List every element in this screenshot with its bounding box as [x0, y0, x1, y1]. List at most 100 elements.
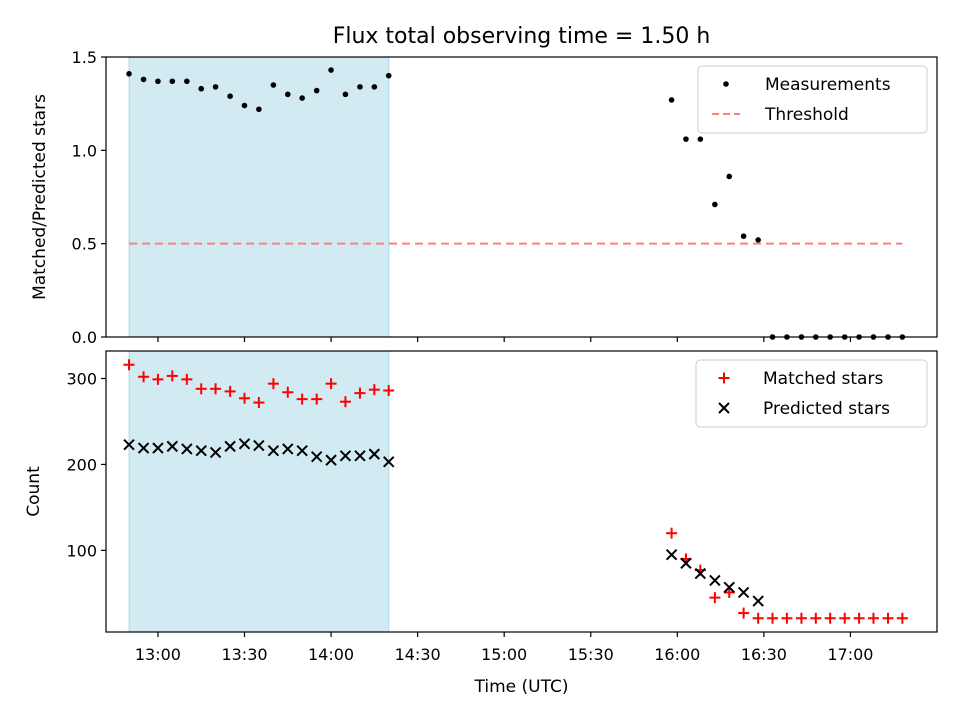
x-stroke-b — [181, 443, 193, 455]
measurements-point — [697, 136, 704, 142]
x-axis-label: Time (UTC) — [474, 677, 569, 697]
matched-stars-point — [339, 396, 351, 408]
x-tick-label: 16:30 — [741, 645, 787, 664]
x-tick-label: 13:30 — [221, 645, 267, 664]
matched-stars-point — [853, 612, 865, 624]
predicted-stars-point — [238, 438, 251, 450]
y-tick-label: 100 — [66, 541, 97, 560]
measurements-point — [256, 106, 262, 113]
x-stroke-b — [166, 440, 179, 453]
matched-stars-point — [839, 612, 851, 624]
x-tick-label: 14:30 — [395, 645, 441, 664]
matched-stars-point — [383, 385, 395, 397]
x-stroke-b — [680, 557, 692, 569]
y-tick-label: 0.0 — [72, 328, 97, 347]
measurements-point — [755, 237, 761, 243]
predicted-stars-point — [737, 586, 750, 599]
x-stroke-b — [253, 439, 265, 452]
predicted-stars-point — [137, 442, 150, 454]
x-stroke-b — [709, 574, 721, 587]
y-tick-label: 300 — [66, 369, 97, 388]
matched-stars-point — [195, 383, 207, 395]
legend-box — [697, 65, 928, 134]
matched-stars-point — [810, 612, 822, 624]
matched-stars-point — [709, 592, 721, 604]
matched-stars-point — [224, 385, 236, 397]
matched-stars-point — [210, 383, 222, 395]
measurements-point — [155, 78, 161, 85]
measurements-point — [726, 173, 733, 180]
predicted-stars-point — [152, 442, 164, 454]
measurements-point — [241, 102, 248, 109]
predicted-stars-point — [181, 443, 193, 455]
x-stroke-b — [325, 454, 337, 466]
x-stroke-b — [694, 567, 707, 580]
measurements-point — [712, 201, 718, 208]
x-stroke-b — [354, 450, 366, 462]
matched-stars-point — [767, 612, 779, 624]
matched-stars-point — [311, 393, 323, 405]
x-stroke-b — [282, 443, 294, 455]
predicted-stars-point — [709, 574, 721, 587]
measurements-point — [299, 95, 305, 101]
matched-stars-point — [867, 612, 879, 624]
legend-marker-predicted-stars — [718, 402, 730, 414]
x-stroke-b — [665, 548, 678, 561]
predicted-stars-point — [354, 450, 366, 462]
matched-stars-point — [896, 612, 908, 624]
matched-stars-point — [239, 392, 250, 404]
x-stroke-b — [383, 456, 395, 468]
matched-stars-point — [325, 378, 337, 390]
x-tick-label: 17:00 — [827, 645, 873, 664]
measurements-point — [227, 93, 233, 99]
predicted-stars-point — [123, 438, 135, 451]
measurements-point — [328, 67, 334, 73]
predicted-stars-point — [282, 443, 294, 455]
measurements-point — [169, 78, 176, 85]
matched-stars-point — [795, 612, 807, 624]
matched-stars-point — [666, 527, 678, 539]
measurements-point — [198, 85, 205, 92]
measurements-point — [683, 136, 689, 142]
predicted-stars-point — [267, 444, 280, 457]
matched-stars-point — [123, 359, 135, 371]
x-stroke-b — [752, 595, 764, 607]
shaded-region — [128, 350, 390, 633]
x-tick-label: 15:30 — [568, 645, 614, 664]
matched-stars-point — [781, 612, 793, 624]
matched-stars-point — [723, 586, 735, 598]
matched-stars-point — [824, 612, 836, 624]
matched-stars-point — [253, 397, 265, 409]
axes-frame — [105, 350, 938, 633]
predicted-stars-point — [680, 557, 692, 569]
measurements-point — [140, 76, 147, 83]
y-axis-label: Count — [24, 466, 44, 517]
x-stroke-b — [195, 444, 207, 457]
x-stroke-b — [123, 438, 135, 451]
matched-stars-point — [368, 384, 380, 396]
shaded-region — [128, 56, 390, 338]
x-tick-label: 16:00 — [654, 645, 700, 664]
legend: Matched stars Predicted stars — [695, 359, 928, 428]
matched-stars-point — [738, 607, 750, 619]
measurements-point — [740, 233, 747, 239]
measurements-point — [371, 84, 378, 90]
measurements-point — [184, 78, 190, 85]
x-stroke-b — [267, 444, 280, 457]
x-tick-label: 15:00 — [481, 645, 527, 664]
measurements-point — [385, 72, 392, 79]
y-tick-label: 1.0 — [72, 141, 97, 160]
panel-ratio: 0.0 0.5 1.0 1.5 Matched/Predicted stars Measu… — [30, 48, 938, 347]
predicted-stars-point — [195, 444, 207, 457]
x-stroke-b — [737, 586, 750, 599]
predicted-stars-point — [383, 456, 395, 468]
matched-stars-point — [267, 378, 279, 390]
measurements-point — [357, 84, 363, 90]
predicted-stars-point — [752, 595, 764, 607]
matched-stars-point — [181, 373, 193, 385]
matched-stars-point — [752, 612, 764, 624]
chart-title: Flux total observing time = 1.50 h — [333, 24, 711, 49]
legend: Measurements Threshold — [697, 65, 928, 134]
predicted-stars-point — [368, 448, 381, 460]
predicted-stars-point — [723, 581, 735, 594]
